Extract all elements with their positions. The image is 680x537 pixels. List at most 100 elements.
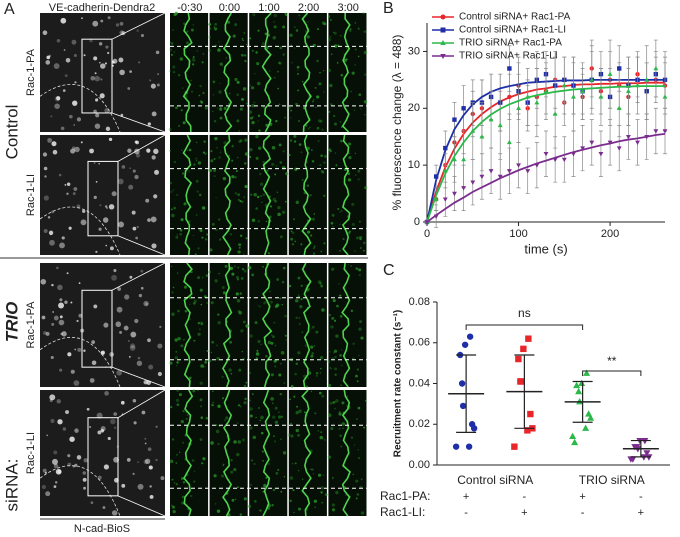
speckle [311, 217, 315, 221]
speckle [322, 69, 325, 72]
speckle [355, 267, 359, 270]
speckle [173, 160, 177, 164]
marker [515, 355, 522, 363]
speckle [245, 102, 248, 105]
speckle [329, 36, 332, 38]
speckle [180, 344, 184, 348]
speckle [290, 109, 293, 112]
speckle [297, 89, 300, 92]
speckle [312, 252, 316, 256]
speckle [271, 162, 275, 166]
speckle [50, 115, 53, 118]
speckle [91, 360, 97, 366]
speckle [266, 169, 269, 172]
speckle [271, 504, 274, 507]
speckle [95, 113, 100, 118]
speckle [205, 152, 207, 155]
speckle [62, 89, 66, 92]
zoom-line [117, 134, 166, 162]
speckle [256, 61, 260, 66]
speckle [289, 33, 293, 37]
speckle [349, 28, 352, 30]
speckle [193, 480, 196, 483]
speckle [290, 384, 294, 388]
speckle [249, 414, 253, 418]
speckle [233, 265, 236, 268]
speckle [100, 426, 106, 432]
speckle [70, 369, 75, 374]
speckle [307, 377, 310, 379]
speckle [333, 319, 337, 322]
junction [341, 262, 351, 388]
speckle [200, 303, 203, 306]
junction [301, 134, 312, 256]
speckle [319, 371, 322, 374]
speckle [65, 410, 69, 415]
speckle [258, 129, 261, 132]
speckle [169, 149, 171, 152]
speckle [132, 472, 135, 475]
speckle [229, 340, 233, 344]
speckle [104, 391, 109, 396]
speckle [320, 491, 323, 494]
speckle [134, 140, 138, 144]
speckle [243, 196, 245, 198]
speckle [121, 165, 126, 169]
speckle [224, 419, 226, 422]
marker [571, 94, 576, 99]
speckle [108, 137, 113, 142]
speckle [82, 209, 86, 213]
speckle [181, 441, 185, 444]
speckle [213, 157, 216, 161]
speckle [93, 161, 96, 164]
speckle [334, 122, 337, 126]
speckle [199, 405, 203, 408]
speckle [297, 69, 299, 71]
speckle [298, 322, 301, 325]
speckle [279, 297, 282, 300]
speckle [155, 50, 160, 55]
speckle [115, 321, 122, 328]
fit-curve [426, 132, 666, 223]
speckle [76, 319, 79, 323]
speckle [341, 401, 345, 405]
marker [534, 99, 540, 105]
speckle [339, 223, 341, 226]
speckle [237, 440, 242, 444]
speckle [57, 470, 62, 474]
speckle [249, 334, 253, 338]
speckle [230, 459, 233, 462]
speckle [358, 274, 361, 277]
speckle [348, 155, 352, 160]
speckle [203, 366, 205, 368]
speckle [140, 33, 145, 38]
zoom-line [117, 235, 166, 256]
speckle [171, 478, 174, 481]
speckle [255, 352, 260, 356]
speckle [112, 58, 118, 64]
speckle [328, 313, 332, 317]
speckle [277, 61, 281, 65]
speckle [310, 468, 312, 471]
speckle [274, 173, 277, 176]
speckle [349, 29, 352, 32]
speckle [355, 418, 358, 421]
speckle [155, 425, 158, 428]
speckle [279, 235, 283, 239]
speckle [58, 173, 62, 177]
speckle [176, 365, 178, 367]
speckle [94, 72, 97, 75]
speckle [350, 436, 354, 439]
speckle [251, 120, 255, 125]
speckle [319, 119, 323, 123]
speckle [315, 375, 318, 377]
speckle [257, 407, 260, 410]
speckle [295, 102, 298, 106]
speckle [251, 273, 255, 277]
speckle [212, 80, 216, 84]
legend-label: Control siRNA+ Rac1-PA [459, 12, 571, 23]
speckle [66, 182, 71, 186]
speckle [181, 149, 183, 152]
speckle [329, 103, 333, 106]
speckle [364, 114, 366, 116]
